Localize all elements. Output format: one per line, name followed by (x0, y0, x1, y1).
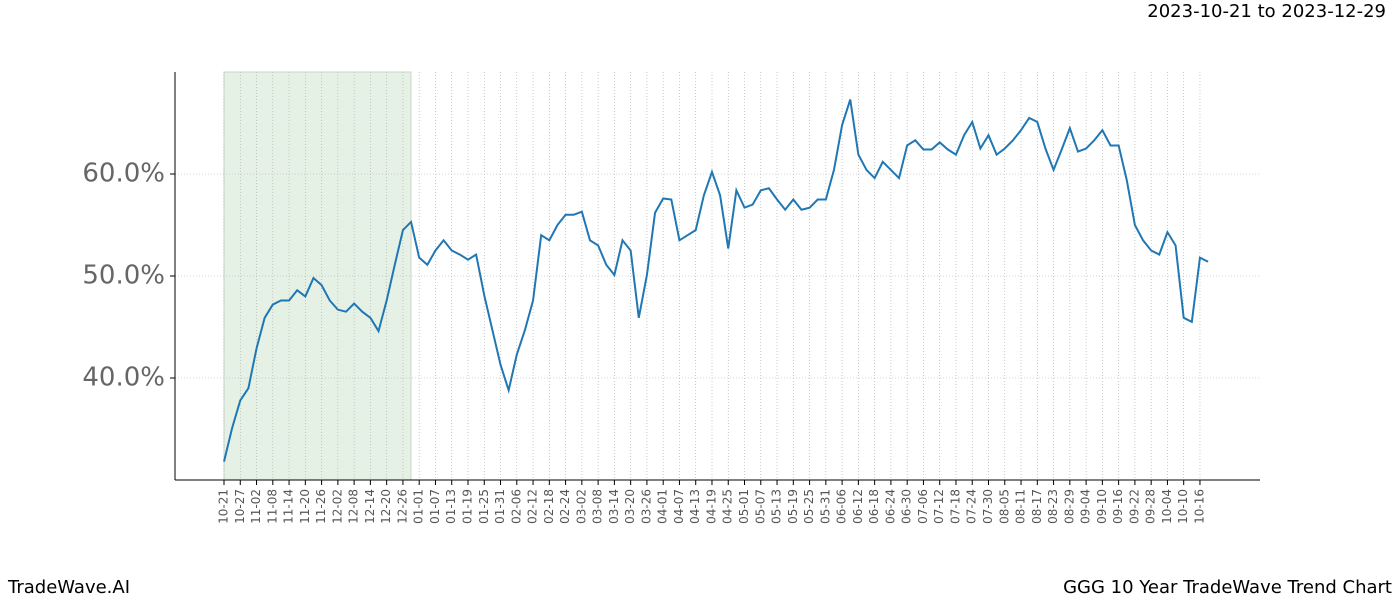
x-tick-label: 06-24 (883, 489, 897, 524)
y-tick-label: 50.0% (82, 261, 165, 291)
x-tick-label: 04-07 (672, 489, 686, 524)
x-tick-label: 06-06 (835, 489, 849, 524)
x-tick-label: 10-10 (1176, 489, 1190, 524)
chart-name: GGG 10 Year TradeWave Trend Chart (1063, 577, 1392, 598)
x-tick-label: 09-04 (1079, 489, 1093, 524)
x-tick-label: 09-22 (1127, 489, 1141, 524)
x-tick-label: 10-04 (1160, 489, 1174, 524)
x-tick-label: 06-18 (867, 489, 881, 524)
x-tick-label: 03-26 (639, 489, 653, 524)
x-tick-label: 04-25 (721, 489, 735, 524)
x-tick-label: 05-01 (737, 489, 751, 524)
x-tick-label: 11-20 (298, 489, 312, 524)
x-tick-label: 12-20 (379, 489, 393, 524)
x-tick-label: 09-28 (1144, 489, 1158, 524)
x-tick-label: 03-20 (623, 489, 637, 524)
y-tick-label: 60.0% (82, 159, 165, 189)
x-tick-label: 07-24 (965, 489, 979, 524)
x-tick-label: 04-13 (688, 489, 702, 524)
x-tick-label: 02-24 (558, 489, 572, 524)
x-tick-label: 04-19 (704, 489, 718, 524)
x-tick-label: 01-25 (477, 489, 491, 524)
trend-line (223, 99, 1209, 462)
x-tick-label: 11-02 (249, 489, 263, 524)
x-tick-label: 10-21 (217, 489, 231, 524)
x-tick-label: 05-13 (770, 489, 784, 524)
x-tick-label: 01-31 (493, 489, 507, 524)
x-tick-label: 04-01 (656, 489, 670, 524)
date-range: 2023-10-21 to 2023-12-29 (1147, 1, 1386, 22)
x-tick-label: 05-25 (802, 489, 816, 524)
x-tick-label: 08-23 (1046, 489, 1060, 524)
x-tick-label: 02-18 (542, 489, 556, 524)
x-tick-label: 09-16 (1111, 489, 1125, 524)
x-tick-label: 01-07 (428, 489, 442, 524)
x-tick-label: 02-06 (509, 489, 523, 524)
x-tick-label: 08-11 (1014, 489, 1028, 524)
x-tick-label: 07-30 (981, 489, 995, 524)
x-tick-label: 01-01 (412, 489, 426, 524)
x-tick-label: 05-31 (818, 489, 832, 524)
x-tick-label: 12-26 (395, 489, 409, 524)
x-tick-label: 07-12 (932, 489, 946, 524)
x-tick-label: 12-08 (347, 489, 361, 524)
x-tick-label: 11-08 (265, 489, 279, 524)
x-tick-label: 05-19 (786, 489, 800, 524)
x-tick-label: 11-14 (282, 489, 296, 524)
x-tick-label: 03-08 (591, 489, 605, 524)
x-tick-label: 10-27 (233, 489, 247, 524)
x-tick-label: 06-12 (851, 489, 865, 524)
x-tick-label: 11-26 (314, 489, 328, 524)
x-tick-label: 07-18 (948, 489, 962, 524)
x-tick-label: 01-13 (444, 489, 458, 524)
highlight-range (223, 71, 412, 481)
x-tick-label: 08-29 (1062, 489, 1076, 524)
x-tick-label: 10-16 (1192, 489, 1206, 524)
x-tick-label: 02-12 (526, 489, 540, 524)
x-tick-label: 08-17 (1030, 489, 1044, 524)
y-tick-label: 40.0% (82, 363, 165, 393)
x-tick-label: 12-02 (330, 489, 344, 524)
x-tick-label: 06-30 (900, 489, 914, 524)
x-tick-label: 07-06 (916, 489, 930, 524)
x-tick-label: 12-14 (363, 489, 377, 524)
brand: TradeWave.AI (7, 577, 130, 598)
x-tick-label: 03-02 (574, 489, 588, 524)
x-tick-label: 05-07 (753, 489, 767, 524)
x-tick-label: 08-05 (997, 489, 1011, 524)
x-tick-label: 09-10 (1095, 489, 1109, 524)
x-tick-label: 01-19 (460, 489, 474, 524)
x-tick-label: 03-14 (607, 489, 621, 524)
